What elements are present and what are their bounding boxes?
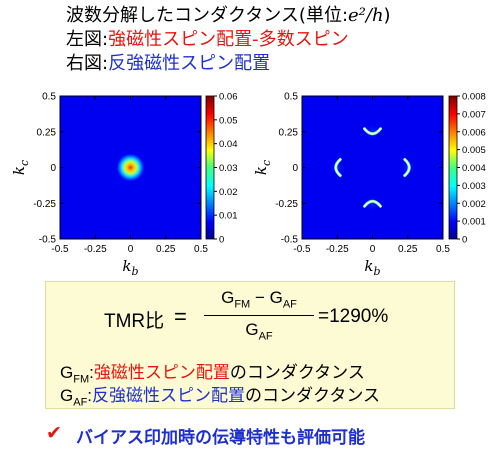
tmr-result: =1290%	[318, 306, 389, 327]
title-line-1-prefix: 波数分解したコンダクタンス(単位:	[66, 5, 349, 26]
heatmap-arc-core	[363, 128, 382, 135]
gaf-colon: :	[87, 386, 93, 405]
x-tick-label: 0.5	[436, 244, 450, 255]
title-line-2: 左図:強磁性スピン配置-多数スピン	[66, 28, 391, 52]
colorbar-tick-label: 0.003	[462, 181, 486, 192]
chart-right: -0.5 -0.25 0 0.25 0.5 0.5 0.25 0 -0.25 -0.5 kb kc 0.…	[252, 92, 486, 279]
x-tick-label: 0	[128, 244, 134, 255]
y-axis-label: kc	[252, 160, 273, 175]
denominator-af-sub: AF	[258, 330, 273, 343]
heatmap-peak	[116, 153, 145, 182]
colorbar	[448, 95, 458, 240]
fraction: GFM − GAF GAF	[204, 288, 314, 343]
y-tick-label: 0.5	[42, 92, 56, 103]
gfm-definition: GFM:強磁性スピン配置のコンダクタンス	[60, 358, 365, 385]
colorbar-tick-label: 0.001	[462, 217, 486, 228]
formula-box: TMR比 = GFM − GAF GAF =1290% GFM:強磁性スピン配置…	[45, 281, 455, 409]
gfm-sub: FM	[73, 373, 90, 386]
x-axis-label: kb	[364, 257, 380, 278]
gaf-highlight: 反強磁性スピン配置	[92, 386, 246, 405]
gfm-highlight: 強磁性スピン配置	[93, 363, 230, 382]
y-tick-label: 0	[50, 163, 56, 174]
bottom-statement: バイアス印加時の伝導特性も評価可能	[76, 428, 365, 448]
x-tick-label: -0.5	[51, 244, 69, 255]
numerator-fm-sub: FM	[234, 298, 251, 311]
colorbar-tick-label: 0.007	[462, 109, 486, 120]
title-line-1-suffix: )	[383, 5, 391, 26]
x-tick-label: 0	[370, 244, 376, 255]
gfm-g: G	[60, 363, 74, 382]
x-tick-label: 0.25	[156, 244, 176, 255]
colorbar-tick-label: 0.05	[219, 115, 238, 126]
colorbar-tick-label: 0.005	[462, 145, 486, 156]
title-block: 波数分解したコンダクタンス(単位:e²/h) 左図:強磁性スピン配置-多数スピン…	[66, 4, 391, 76]
gaf-suffix: のコンダクタンス	[245, 386, 381, 405]
left-fig-label: 左図:	[66, 29, 109, 50]
tmr-label: TMR比	[104, 311, 165, 332]
x-tick-label: 0.5	[194, 244, 208, 255]
heatmap-arc-core	[404, 158, 410, 177]
left-fig-description: 強磁性スピン配置-多数スピン	[108, 29, 349, 50]
colorbar-tick-label: 0.006	[462, 127, 486, 138]
colorbar-tick-label: 0.03	[219, 163, 238, 174]
colorbar-tick-label: 0.004	[462, 163, 486, 174]
colorbar-tick-label: 0	[462, 235, 467, 246]
y-tick-label: -0.25	[33, 199, 56, 210]
right-fig-description: 反強磁性スピン配置	[108, 53, 271, 74]
fraction-bar	[204, 315, 314, 317]
gaf-definition: GAF:反強磁性スピン配置のコンダクタンス	[60, 381, 380, 408]
y-axis-label: kc	[10, 160, 31, 175]
y-tick-label: -0.5	[39, 235, 57, 246]
x-tick-label: -0.5	[293, 244, 311, 255]
colorbar-tick-label: 0.008	[462, 92, 486, 103]
colorbar	[205, 95, 215, 240]
fraction-numerator: GFM − GAF	[204, 288, 314, 310]
gaf-g: G	[60, 386, 74, 405]
right-fig-label: 右図:	[66, 53, 109, 74]
y-tick-label: -0.25	[275, 199, 298, 210]
numerator-af-sub: AF	[282, 298, 297, 311]
colorbar-tick-label: 0.02	[219, 187, 238, 198]
title-line-1: 波数分解したコンダクタンス(単位:e²/h)	[66, 4, 391, 28]
equals-sign: =	[174, 304, 187, 329]
colorbar-tick-label: 0.01	[219, 211, 238, 222]
numerator-minus: −	[250, 288, 270, 307]
y-tick-label: 0.5	[284, 92, 298, 103]
gfm-colon: :	[89, 363, 94, 382]
x-axis-label: kb	[122, 257, 138, 278]
heatmap-background	[302, 96, 443, 239]
checkmark-icon: ✔	[46, 422, 62, 444]
heatmap-glow	[364, 194, 381, 212]
gfm-suffix: のコンダクタンス	[229, 363, 365, 382]
chart-left: -0.5 -0.25 0 0.25 0.5 0.5 0.25 0 -0.25 -0.5 kb kc 0.…	[10, 92, 238, 279]
x-tick-label: 0.25	[398, 244, 418, 255]
numerator-g-2: G	[269, 288, 283, 307]
colorbar-tick-label: 0.04	[219, 139, 238, 150]
x-tick-label: -0.25	[84, 244, 107, 255]
colorbar-tick-label: 0.002	[462, 199, 486, 210]
denominator-g: G	[245, 320, 259, 340]
fraction-denominator: GAF	[204, 320, 314, 342]
heatmap-figures: -0.5 -0.25 0 0.25 0.5 0.5 0.25 0 -0.25 -0.5 kb kc 0.…	[10, 92, 486, 279]
title-line-3: 右図:反強磁性スピン配置	[66, 52, 391, 76]
heatmap-arc-core	[363, 200, 382, 207]
heatmap-arc-core	[335, 158, 341, 177]
y-tick-label: 0	[292, 163, 298, 174]
y-tick-label: 0.25	[37, 127, 57, 138]
y-tick-label: 0.25	[279, 127, 299, 138]
numerator-g: G	[221, 288, 235, 307]
colorbar-tick-label: 0	[219, 235, 224, 246]
gaf-sub: AF	[73, 396, 88, 409]
heatmap-glow	[364, 123, 381, 141]
x-tick-label: -0.25	[326, 244, 349, 255]
colorbar-tick-label: 0.06	[219, 92, 238, 103]
y-tick-label: -0.5	[281, 235, 299, 246]
unit-label: e²/h	[348, 5, 384, 26]
